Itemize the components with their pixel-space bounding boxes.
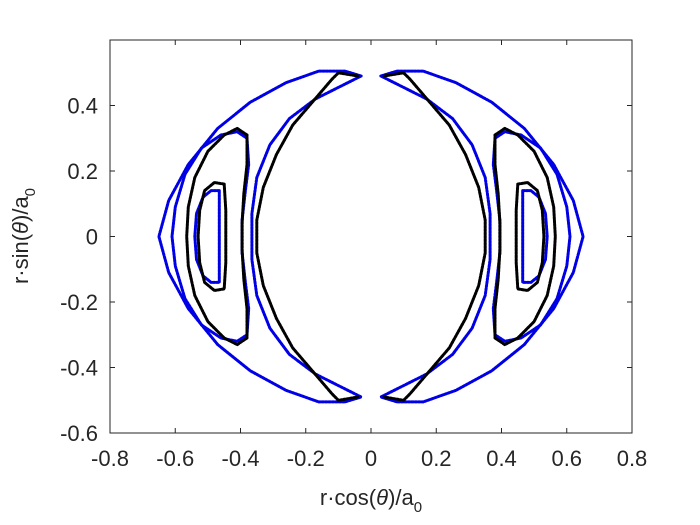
y-axis-label: r·sin(θ)/a0 [8,188,39,284]
series-3 [255,71,487,402]
series-0-left-orbit [157,69,363,404]
x-tick-label: -0.8 [91,446,129,471]
series-5-right-orbit [514,181,546,292]
y-tick-label: 0.4 [67,94,98,119]
x-tick-label: 0 [365,446,377,471]
series-3-left-orbit [255,71,360,402]
y-tick-label: -0.6 [60,421,98,446]
series-5 [196,181,546,292]
data-marks [157,69,585,404]
y-tick-label: 0.2 [67,159,98,184]
series-4-right-orbit [493,126,557,347]
y-axis-ticks: -0.6 -0.4 -0.2 0 0.2 0.4 [60,94,632,446]
x-tick-label: -0.2 [287,446,325,471]
y-tick-label: 0 [86,225,98,250]
x-tick-label: -0.4 [222,446,260,471]
series-0 [157,69,585,404]
x-tick-label: 0.8 [617,446,648,471]
series-3-right-orbit [382,71,487,402]
series-0-right-orbit [379,69,585,404]
y-tick-label: -0.2 [60,290,98,315]
series-5-left-orbit [196,181,228,292]
x-axis-ticks: -0.8 -0.6 -0.4 -0.2 0 0.2 0.4 0.6 0.8 [91,40,647,471]
x-tick-label: 0.6 [551,446,582,471]
plot-area [110,40,632,433]
x-axis-label: r·cos(θ)/a0 [320,485,422,516]
x-tick-label: 0.4 [486,446,517,471]
series-4 [185,126,557,347]
x-tick-label: -0.6 [156,446,194,471]
series-4-left-orbit [185,126,249,347]
y-tick-label: -0.4 [60,356,98,381]
x-tick-label: 0.2 [421,446,452,471]
